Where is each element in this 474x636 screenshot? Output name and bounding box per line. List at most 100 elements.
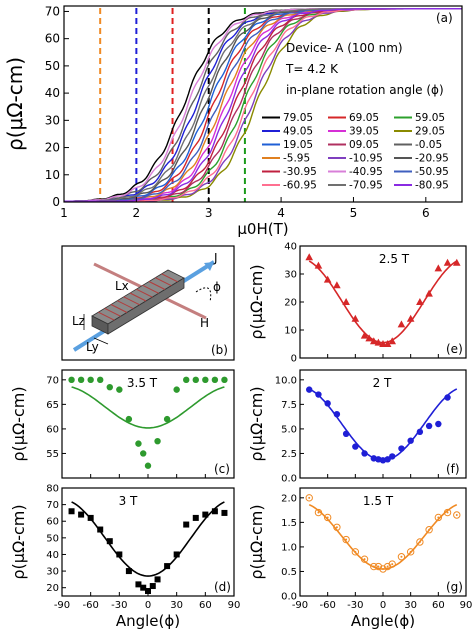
legend-label-8: -0.05 bbox=[415, 139, 442, 151]
device-stripe-2 bbox=[104, 307, 121, 317]
y-tick-label-e-0: 0 bbox=[291, 354, 297, 365]
data-point-g-2 bbox=[323, 513, 332, 522]
data-point-g-6-dot bbox=[363, 558, 366, 561]
x-tick-label-d-3: 0 bbox=[145, 600, 151, 611]
x-tick-label-d-4: 30 bbox=[170, 600, 183, 611]
field-annotation-d: 3 T bbox=[119, 494, 138, 508]
x-tick-label-g-3: 0 bbox=[380, 600, 386, 611]
device-stripe-10 bbox=[155, 277, 172, 287]
data-point-c-4 bbox=[106, 383, 113, 391]
panel-label-g: (g) bbox=[446, 580, 463, 594]
plot-frame bbox=[63, 5, 463, 203]
y-tick-label-0: 0 bbox=[52, 195, 60, 209]
y-axis-label-e: ρ(μΩ-cm) bbox=[247, 264, 266, 339]
x-tick-label-g-2: -30 bbox=[347, 600, 363, 611]
data-point-g-18-dot bbox=[455, 514, 458, 516]
data-point-d-0 bbox=[68, 508, 75, 515]
data-point-g-3-dot bbox=[335, 526, 338, 529]
x-tick-label-d-1: -60 bbox=[82, 600, 98, 611]
x-tick-label-d-2: -30 bbox=[111, 600, 127, 611]
data-point-e-18 bbox=[443, 258, 452, 266]
y-tick-label-e-3: 30 bbox=[284, 270, 297, 281]
angle-arc bbox=[195, 287, 212, 303]
data-point-d-11 bbox=[154, 576, 161, 583]
y-tick-label-e-4: 40 bbox=[284, 242, 297, 253]
x-axis-label: μ0H(T) bbox=[237, 220, 288, 238]
data-point-g-17 bbox=[443, 508, 452, 517]
y-tick-label-2: 20 bbox=[45, 141, 60, 155]
data-point-d-18 bbox=[221, 509, 228, 516]
x-tick-label-g-5: 60 bbox=[432, 600, 445, 611]
data-point-g-8-dot bbox=[377, 565, 380, 568]
y-tick-label-g-0: 0.0 bbox=[281, 592, 297, 603]
data-point-f-5 bbox=[352, 443, 359, 450]
y-tick-label-5: 50 bbox=[45, 59, 60, 73]
legend-label-13: -40.95 bbox=[349, 166, 383, 178]
data-point-d-8 bbox=[140, 584, 147, 591]
data-point-e-8 bbox=[369, 337, 378, 345]
legend-label-17: -80.95 bbox=[415, 180, 449, 192]
legend-label-1: 69.05 bbox=[349, 112, 379, 124]
y-tick-label-c-2: 65 bbox=[46, 400, 59, 411]
y-axis-label-g: ρ(μΩ-cm) bbox=[247, 504, 266, 579]
data-point-e-19 bbox=[452, 258, 461, 266]
data-point-g-3 bbox=[333, 523, 341, 531]
panel-g: 0.0 0.5 1.0 1.5 2.0 -90 -60 -30 0 30 60 90 Angle(ϕ) ρ… bbox=[247, 487, 472, 630]
data-point-g-4-dot bbox=[345, 538, 348, 541]
legend-label-4: 39.05 bbox=[349, 126, 379, 138]
data-point-d-3 bbox=[97, 526, 104, 533]
data-point-e-1 bbox=[314, 261, 323, 269]
y-tick-label-g-3: 1.5 bbox=[281, 518, 297, 529]
data-point-c-8 bbox=[140, 450, 147, 457]
data-point-f-6 bbox=[361, 450, 368, 457]
x-tick-label-5: 6 bbox=[422, 206, 430, 220]
data-point-f-17 bbox=[444, 394, 451, 401]
x-axis-label-g: Angle(ϕ) bbox=[351, 612, 415, 630]
panel-a: 1 2 3 4 5 6010203040506070ρ(μΩ-cm)μ0H(T)(a)De… bbox=[3, 4, 463, 238]
data-point-g-13-dot bbox=[409, 550, 412, 553]
symbol-phi: ϕ bbox=[213, 280, 221, 294]
data-point-c-10 bbox=[154, 437, 161, 445]
data-point-e-3 bbox=[333, 281, 341, 289]
y-tick-label-4: 40 bbox=[45, 86, 60, 100]
data-point-f-15 bbox=[425, 422, 433, 430]
data-point-c-17 bbox=[221, 376, 228, 384]
data-point-c-14 bbox=[192, 376, 199, 384]
device-stripe-6 bbox=[129, 292, 147, 302]
device-stripe-4 bbox=[117, 300, 134, 310]
data-point-c-2 bbox=[87, 376, 94, 384]
x-axis-label-d: Angle(ϕ) bbox=[116, 612, 180, 630]
y-tick-label-c-3: 70 bbox=[46, 375, 59, 386]
data-point-e-7 bbox=[365, 334, 373, 342]
y-axis-label-d: ρ(μΩ-cm) bbox=[9, 504, 28, 579]
data-point-d-4 bbox=[106, 538, 113, 545]
y-tick-label-f-0: 0.0 bbox=[281, 474, 297, 485]
y-tick-label-g-2: 1.0 bbox=[281, 542, 297, 553]
y-axis-label-f: ρ(μΩ-cm) bbox=[247, 386, 266, 461]
symbol-lz: Lz bbox=[72, 314, 85, 328]
data-point-c-5 bbox=[116, 386, 123, 393]
y-tick-label-3: 30 bbox=[45, 113, 60, 127]
data-point-g-14-dot bbox=[418, 541, 421, 543]
data-point-d-17 bbox=[211, 508, 218, 515]
panel-label-b: (b) bbox=[211, 343, 228, 357]
data-point-d-1 bbox=[78, 511, 85, 518]
data-point-e-16 bbox=[425, 289, 433, 297]
data-point-e-12 bbox=[388, 337, 397, 345]
legend-label-6: 19.05 bbox=[283, 139, 313, 151]
data-point-c-11 bbox=[163, 415, 171, 423]
data-point-g-5 bbox=[351, 548, 360, 556]
data-point-g-11 bbox=[388, 560, 396, 568]
data-point-e-6 bbox=[360, 331, 369, 339]
device-stripe-11 bbox=[161, 273, 178, 283]
data-point-g-12-dot bbox=[400, 555, 403, 558]
y-tick-label-7: 70 bbox=[45, 4, 60, 18]
data-point-g-13 bbox=[406, 548, 415, 556]
data-point-f-13 bbox=[407, 437, 414, 444]
field-annotation-g: 1.5 T bbox=[363, 494, 394, 508]
device-stripe-9 bbox=[148, 281, 166, 290]
data-point-e-0 bbox=[305, 253, 314, 261]
data-point-e-17 bbox=[434, 264, 443, 272]
fit-curve-e bbox=[308, 260, 458, 344]
legend-label-2: 59.05 bbox=[415, 112, 445, 124]
